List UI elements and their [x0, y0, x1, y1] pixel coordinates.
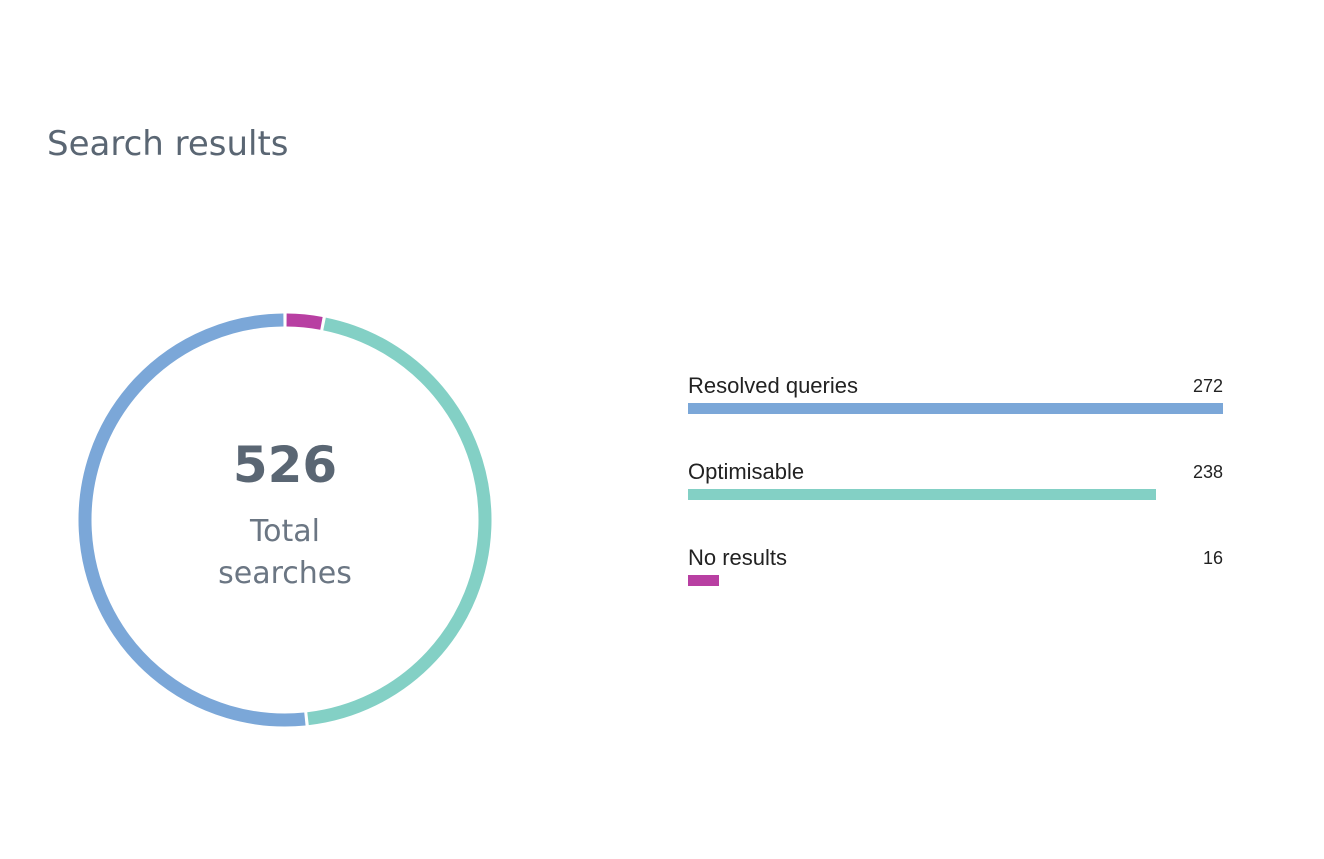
- bar-fill-resolved-queries: [688, 403, 1223, 414]
- bar-label-resolved-queries: Resolved queries: [688, 373, 858, 398]
- bar-label-optimisable: Optimisable: [688, 459, 805, 484]
- bar-track-resolved-queries: [688, 403, 1223, 414]
- donut-segment-no-results: [286, 313, 323, 330]
- bar-track-no-results: [688, 575, 1223, 586]
- donut-chart-svg: [78, 313, 492, 727]
- bar-fill-no-results: [688, 575, 719, 586]
- donut-total-value: 526: [232, 436, 338, 494]
- bar-row-resolved-queries: Resolved queries 272: [688, 368, 1223, 454]
- bar-legend: Resolved queries 272 Optimisable 238 No resu…: [688, 368, 1223, 626]
- bar-value-optimisable: 238: [1192, 462, 1223, 482]
- page-title: Search results: [47, 124, 289, 164]
- bar-row-no-results: No results 16: [688, 540, 1223, 626]
- bar-value-no-results: 16: [1202, 548, 1223, 568]
- bar-track-optimisable: [688, 489, 1223, 500]
- donut-center: 526 Total searches: [78, 313, 492, 727]
- bar-label-no-results: No results: [688, 545, 788, 570]
- donut-total-label: Total searches: [218, 514, 352, 591]
- bar-fill-optimisable: [688, 489, 1156, 500]
- bar-value-resolved-queries: 272: [1192, 376, 1223, 396]
- donut-segment-resolved-queries: [78, 313, 306, 727]
- bar-row-optimisable: Optimisable 238: [688, 454, 1223, 540]
- donut-segment-optimisable: [307, 317, 492, 726]
- donut-chart: 526 Total searches: [78, 313, 492, 727]
